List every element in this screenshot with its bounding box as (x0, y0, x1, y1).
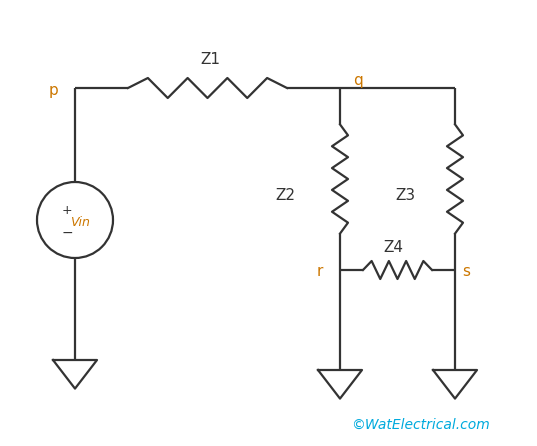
Text: ©WatElectrical.com: ©WatElectrical.com (351, 418, 489, 432)
Text: +: + (62, 203, 72, 216)
Text: q: q (353, 73, 363, 87)
Text: Z2: Z2 (275, 187, 295, 202)
Text: Z1: Z1 (200, 53, 220, 67)
Text: −: − (61, 226, 73, 240)
Text: Z4: Z4 (383, 240, 403, 256)
Text: s: s (462, 264, 470, 280)
Text: Z3: Z3 (395, 187, 415, 202)
Text: p: p (48, 83, 58, 98)
Text: Vin: Vin (70, 215, 90, 228)
Text: r: r (317, 264, 323, 280)
